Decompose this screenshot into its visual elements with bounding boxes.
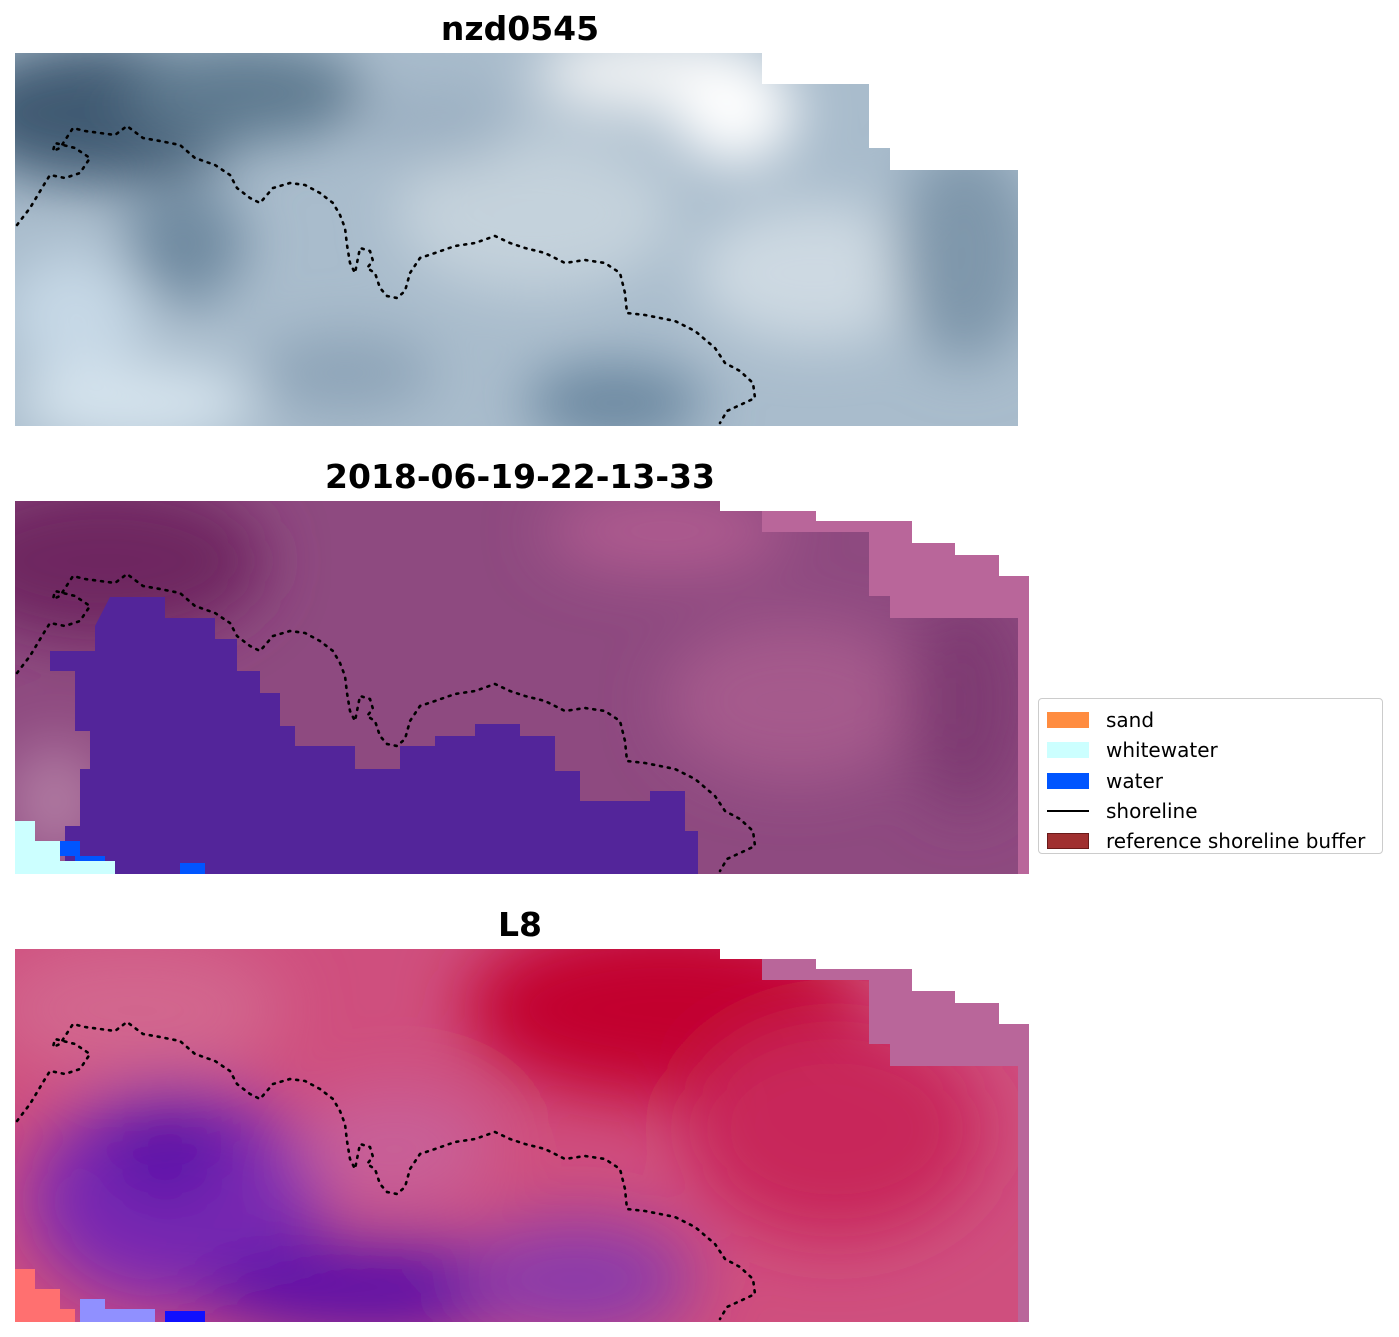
legend-item-reference-buffer: reference shoreline buffer: [1047, 826, 1374, 856]
water-swatch: [1047, 772, 1089, 789]
whitewater-swatch: [1047, 742, 1089, 759]
legend: sand whitewater water shoreline referenc…: [1038, 698, 1383, 854]
classified-image-panel: [15, 501, 1029, 874]
index-image: [15, 949, 1029, 1322]
rgb-image-panel: [15, 53, 1018, 426]
rgb-image: [15, 53, 1018, 426]
legend-item-shoreline: shoreline: [1047, 796, 1374, 826]
legend-label: shoreline: [1106, 799, 1198, 824]
panel-title-classified: 2018-06-19-22-13-33: [325, 457, 715, 496]
legend-label: whitewater: [1106, 738, 1218, 763]
shoreline-path: [15, 572, 757, 873]
water-class-region: [50, 597, 698, 874]
sand-swatch: [1047, 712, 1089, 729]
legend-item-sand: sand: [1047, 705, 1374, 735]
shoreline-path: [15, 1020, 757, 1321]
buffer-swatch: [1047, 833, 1089, 850]
legend-label: water: [1106, 768, 1163, 793]
legend-label: reference shoreline buffer: [1106, 829, 1366, 854]
index-image-panel: [15, 949, 1029, 1322]
panel-title-rgb: nzd0545: [440, 9, 600, 48]
legend-label: sand: [1106, 708, 1155, 733]
classified-image: [15, 501, 1029, 874]
shoreline-path: [15, 124, 757, 425]
shoreline-swatch: [1047, 810, 1089, 813]
legend-item-whitewater: whitewater: [1047, 735, 1374, 765]
panel-title-index: L8: [498, 905, 542, 944]
legend-item-water: water: [1047, 766, 1374, 796]
